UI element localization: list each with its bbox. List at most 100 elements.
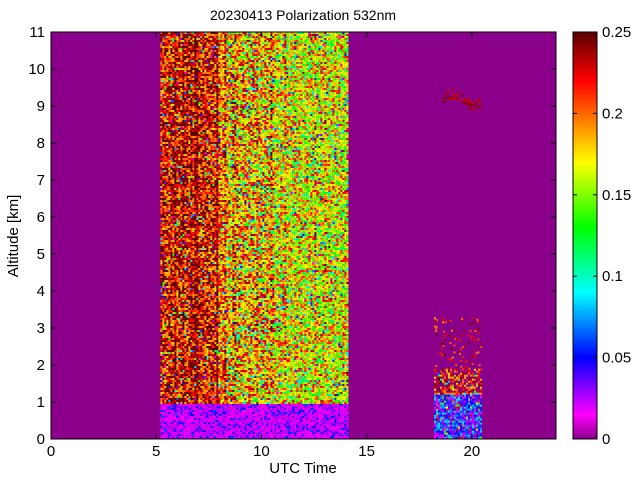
heat-cell [188,132,191,134]
heat-cell [162,194,165,196]
heat-cell [180,242,183,244]
heat-cell [184,290,187,292]
heat-cell [208,178,211,180]
heat-cell [182,142,185,144]
heat-cell [196,230,199,232]
heat-cell [188,272,191,274]
heat-cell [168,94,171,96]
heat-cell [174,102,177,104]
heat-cell [190,134,193,136]
heat-cell [160,138,163,140]
heat-cell [182,330,185,332]
heat-cell [202,226,205,228]
heat-cell [180,372,183,374]
heat-cell [164,340,167,342]
heat-cell [160,222,163,224]
heat-cell [190,272,193,274]
heat-cell [192,152,195,154]
heat-cell [184,158,187,160]
heat-cell [196,126,199,128]
heat-cell [184,166,187,168]
heat-cell [200,46,203,48]
heat-cell [178,258,181,260]
heat-cell [200,202,203,204]
heat-cell [176,72,179,74]
heat-cell [170,110,173,112]
heat-cell [194,398,197,400]
heat-cell [170,206,173,208]
heat-cell [190,192,193,194]
heat-cell [196,156,199,158]
heat-cell [202,40,205,42]
heat-cell [194,236,197,238]
heat-cell [160,130,163,132]
heat-cell [162,354,165,356]
heat-cell [200,238,203,240]
heat-cell [184,162,187,164]
heat-cell [200,404,203,406]
heat-cell [196,130,199,132]
heat-cell [186,302,189,304]
heat-cell [164,376,167,378]
heat-cell [178,388,181,390]
heat-cell [196,368,199,370]
heat-cell [196,110,199,112]
heat-cell [166,106,169,108]
heat-cell [164,290,167,292]
heat-cell [168,410,171,412]
heat-cell [196,242,199,244]
heat-cell [178,406,181,408]
heat-cell [166,68,169,70]
heat-cell [192,350,195,352]
heat-cell [184,40,187,42]
heat-cell [200,246,203,248]
heat-cell [188,42,191,44]
heat-cell [204,144,207,146]
heat-cell [186,396,189,398]
heat-cell [206,42,209,44]
heat-cell [176,368,179,370]
heat-cell [196,428,199,430]
heat-cell [160,142,163,144]
heat-cell [186,280,189,282]
heat-cell [170,70,173,72]
heat-cell [166,100,169,102]
heat-cell [192,34,195,36]
heat-cell [174,256,177,258]
heat-cell [200,270,203,272]
heat-cell [206,170,209,172]
heat-cell [168,408,171,410]
heat-cell [206,62,209,64]
heat-cell [184,304,187,306]
heat-cell [196,374,199,376]
heat-cell [170,434,173,436]
heat-cell [200,180,203,182]
heat-cell [196,174,199,176]
heat-cell [206,182,209,184]
heat-cell [194,36,197,38]
heat-cell [160,306,163,308]
heat-cell [198,68,201,70]
heat-cell [166,268,169,270]
heat-cell [190,226,193,228]
heat-cell [164,390,167,392]
heat-cell [200,102,203,104]
heat-cell [160,402,163,404]
heat-cell [200,54,203,56]
heat-cell [166,150,169,152]
heat-cell [204,424,207,426]
heat-cell [170,348,173,350]
heat-cell [184,56,187,58]
heat-cell [190,162,193,164]
heat-cell [204,122,207,124]
heat-cell [196,316,199,318]
heat-cell [186,116,189,118]
heat-cell [202,430,205,432]
heat-cell [200,112,203,114]
heat-cell [168,170,171,172]
heat-cell [208,220,211,222]
heat-cell [172,72,175,74]
heat-cell [188,142,191,144]
heat-cell [160,398,163,400]
heat-cell [202,44,205,46]
